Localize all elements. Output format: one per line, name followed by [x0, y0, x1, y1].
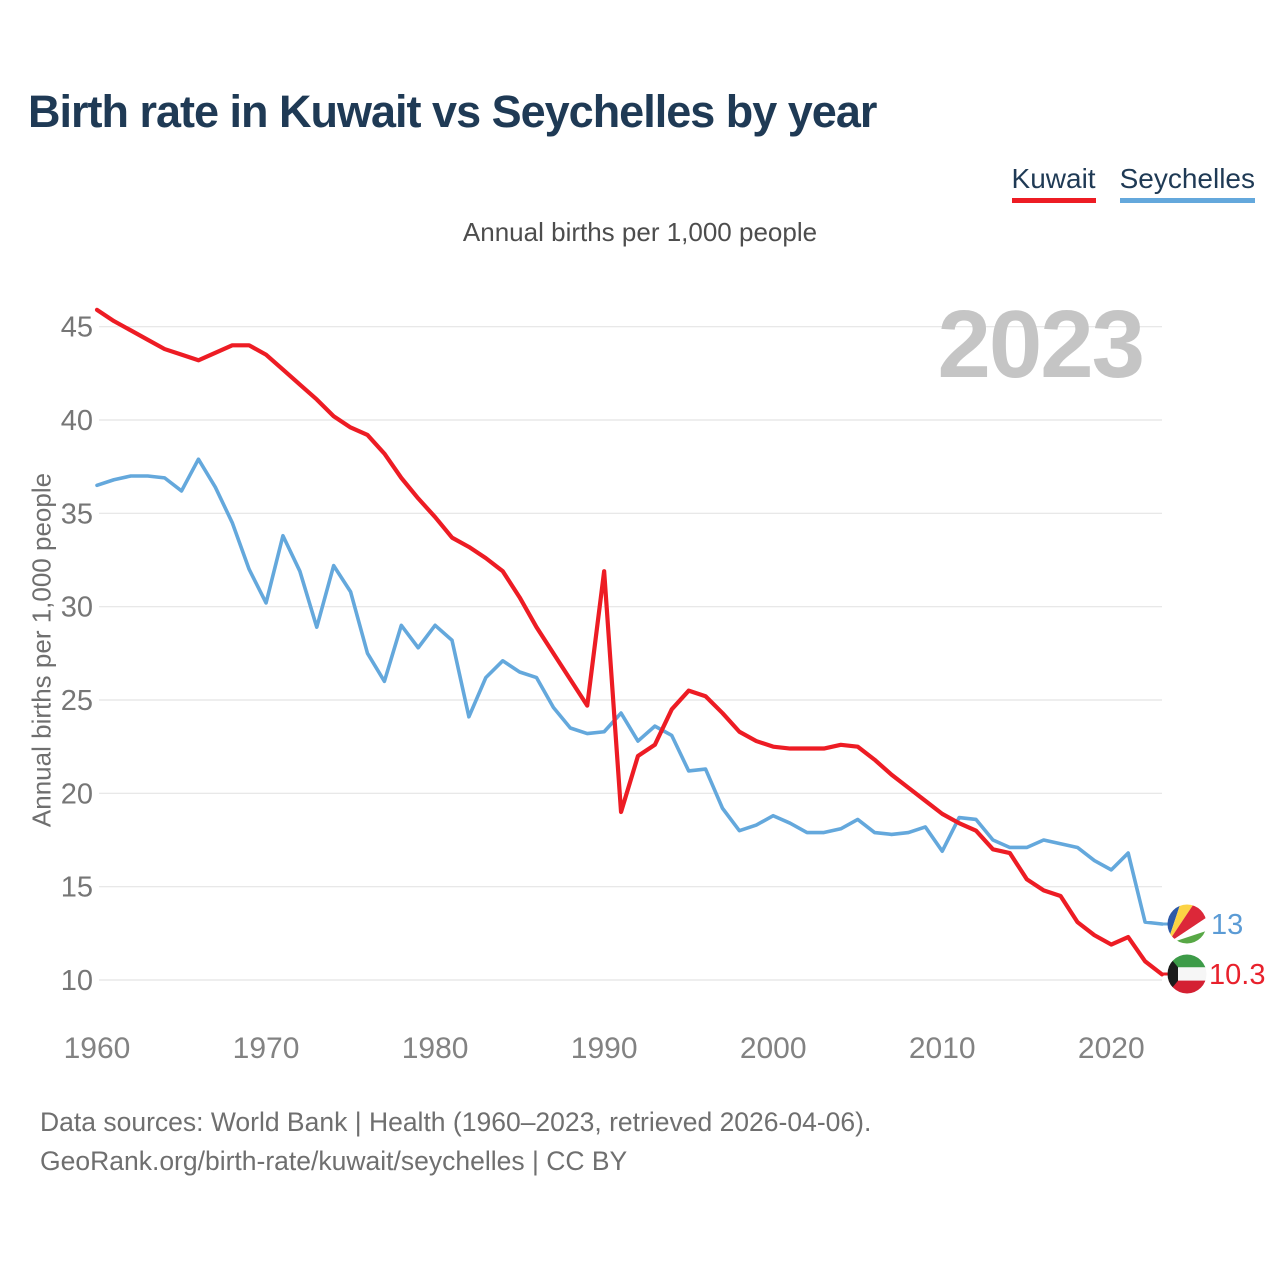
x-tick-1980: 1980 — [402, 1032, 469, 1065]
chart-subtitle: Annual births per 1,000 people — [462, 217, 818, 247]
y-tick-25: 25 — [61, 685, 93, 717]
legend-item-kuwait[interactable]: Kuwait — [1011, 163, 1096, 203]
y-tick-10: 10 — [61, 965, 93, 997]
legend-label-seychelles: Seychelles — [1119, 163, 1255, 194]
series-lines — [94, 307, 1165, 977]
gridlines — [99, 326, 1162, 981]
seychelles-flag-icon — [1167, 904, 1207, 944]
x-tick-1960: 1960 — [64, 1032, 131, 1065]
legend-label-kuwait: Kuwait — [1011, 163, 1096, 194]
y-tick-35: 35 — [61, 498, 93, 530]
legend: Kuwait Seychelles — [1011, 163, 1255, 203]
seychelles-line — [95, 457, 1164, 926]
legend-underline-seychelles — [1119, 198, 1255, 203]
x-tick-2020: 2020 — [1078, 1032, 1145, 1065]
x-tick-labels: 1960 1970 1980 1990 2000 2010 2020 — [64, 1032, 1145, 1065]
kuwait-end-value: 10.3 — [1209, 959, 1265, 991]
y-tick-20: 20 — [61, 778, 93, 810]
kuwait-flag-icon — [1167, 954, 1207, 994]
footer: Data sources: World Bank | Health (1960–… — [40, 1103, 871, 1181]
y-tick-labels: 10 15 20 25 30 35 40 45 — [61, 312, 93, 997]
x-tick-2000: 2000 — [740, 1032, 807, 1065]
legend-item-seychelles[interactable]: Seychelles — [1119, 163, 1255, 203]
watermark-year: 2023 — [937, 291, 1143, 398]
footer-sources: Data sources: World Bank | Health (1960–… — [40, 1107, 872, 1137]
seychelles-end-value: 13 — [1211, 909, 1243, 941]
y-tick-45: 45 — [61, 312, 93, 344]
footer-link-line: GeoRank.org/birth-rate/kuwait/seychelles… — [40, 1146, 628, 1176]
y-tick-40: 40 — [61, 405, 93, 437]
x-tick-2010: 2010 — [909, 1032, 976, 1065]
line-endpoints: 13 10.3 — [1162, 904, 1265, 994]
x-tick-1990: 1990 — [571, 1032, 638, 1065]
x-tick-1970: 1970 — [233, 1032, 300, 1065]
y-tick-15: 15 — [61, 872, 93, 904]
y-tick-30: 30 — [61, 592, 93, 624]
legend-underline-kuwait — [1011, 198, 1096, 203]
kuwait-line — [94, 307, 1165, 977]
page-title: Birth rate in Kuwait vs Seychelles by ye… — [28, 86, 877, 137]
